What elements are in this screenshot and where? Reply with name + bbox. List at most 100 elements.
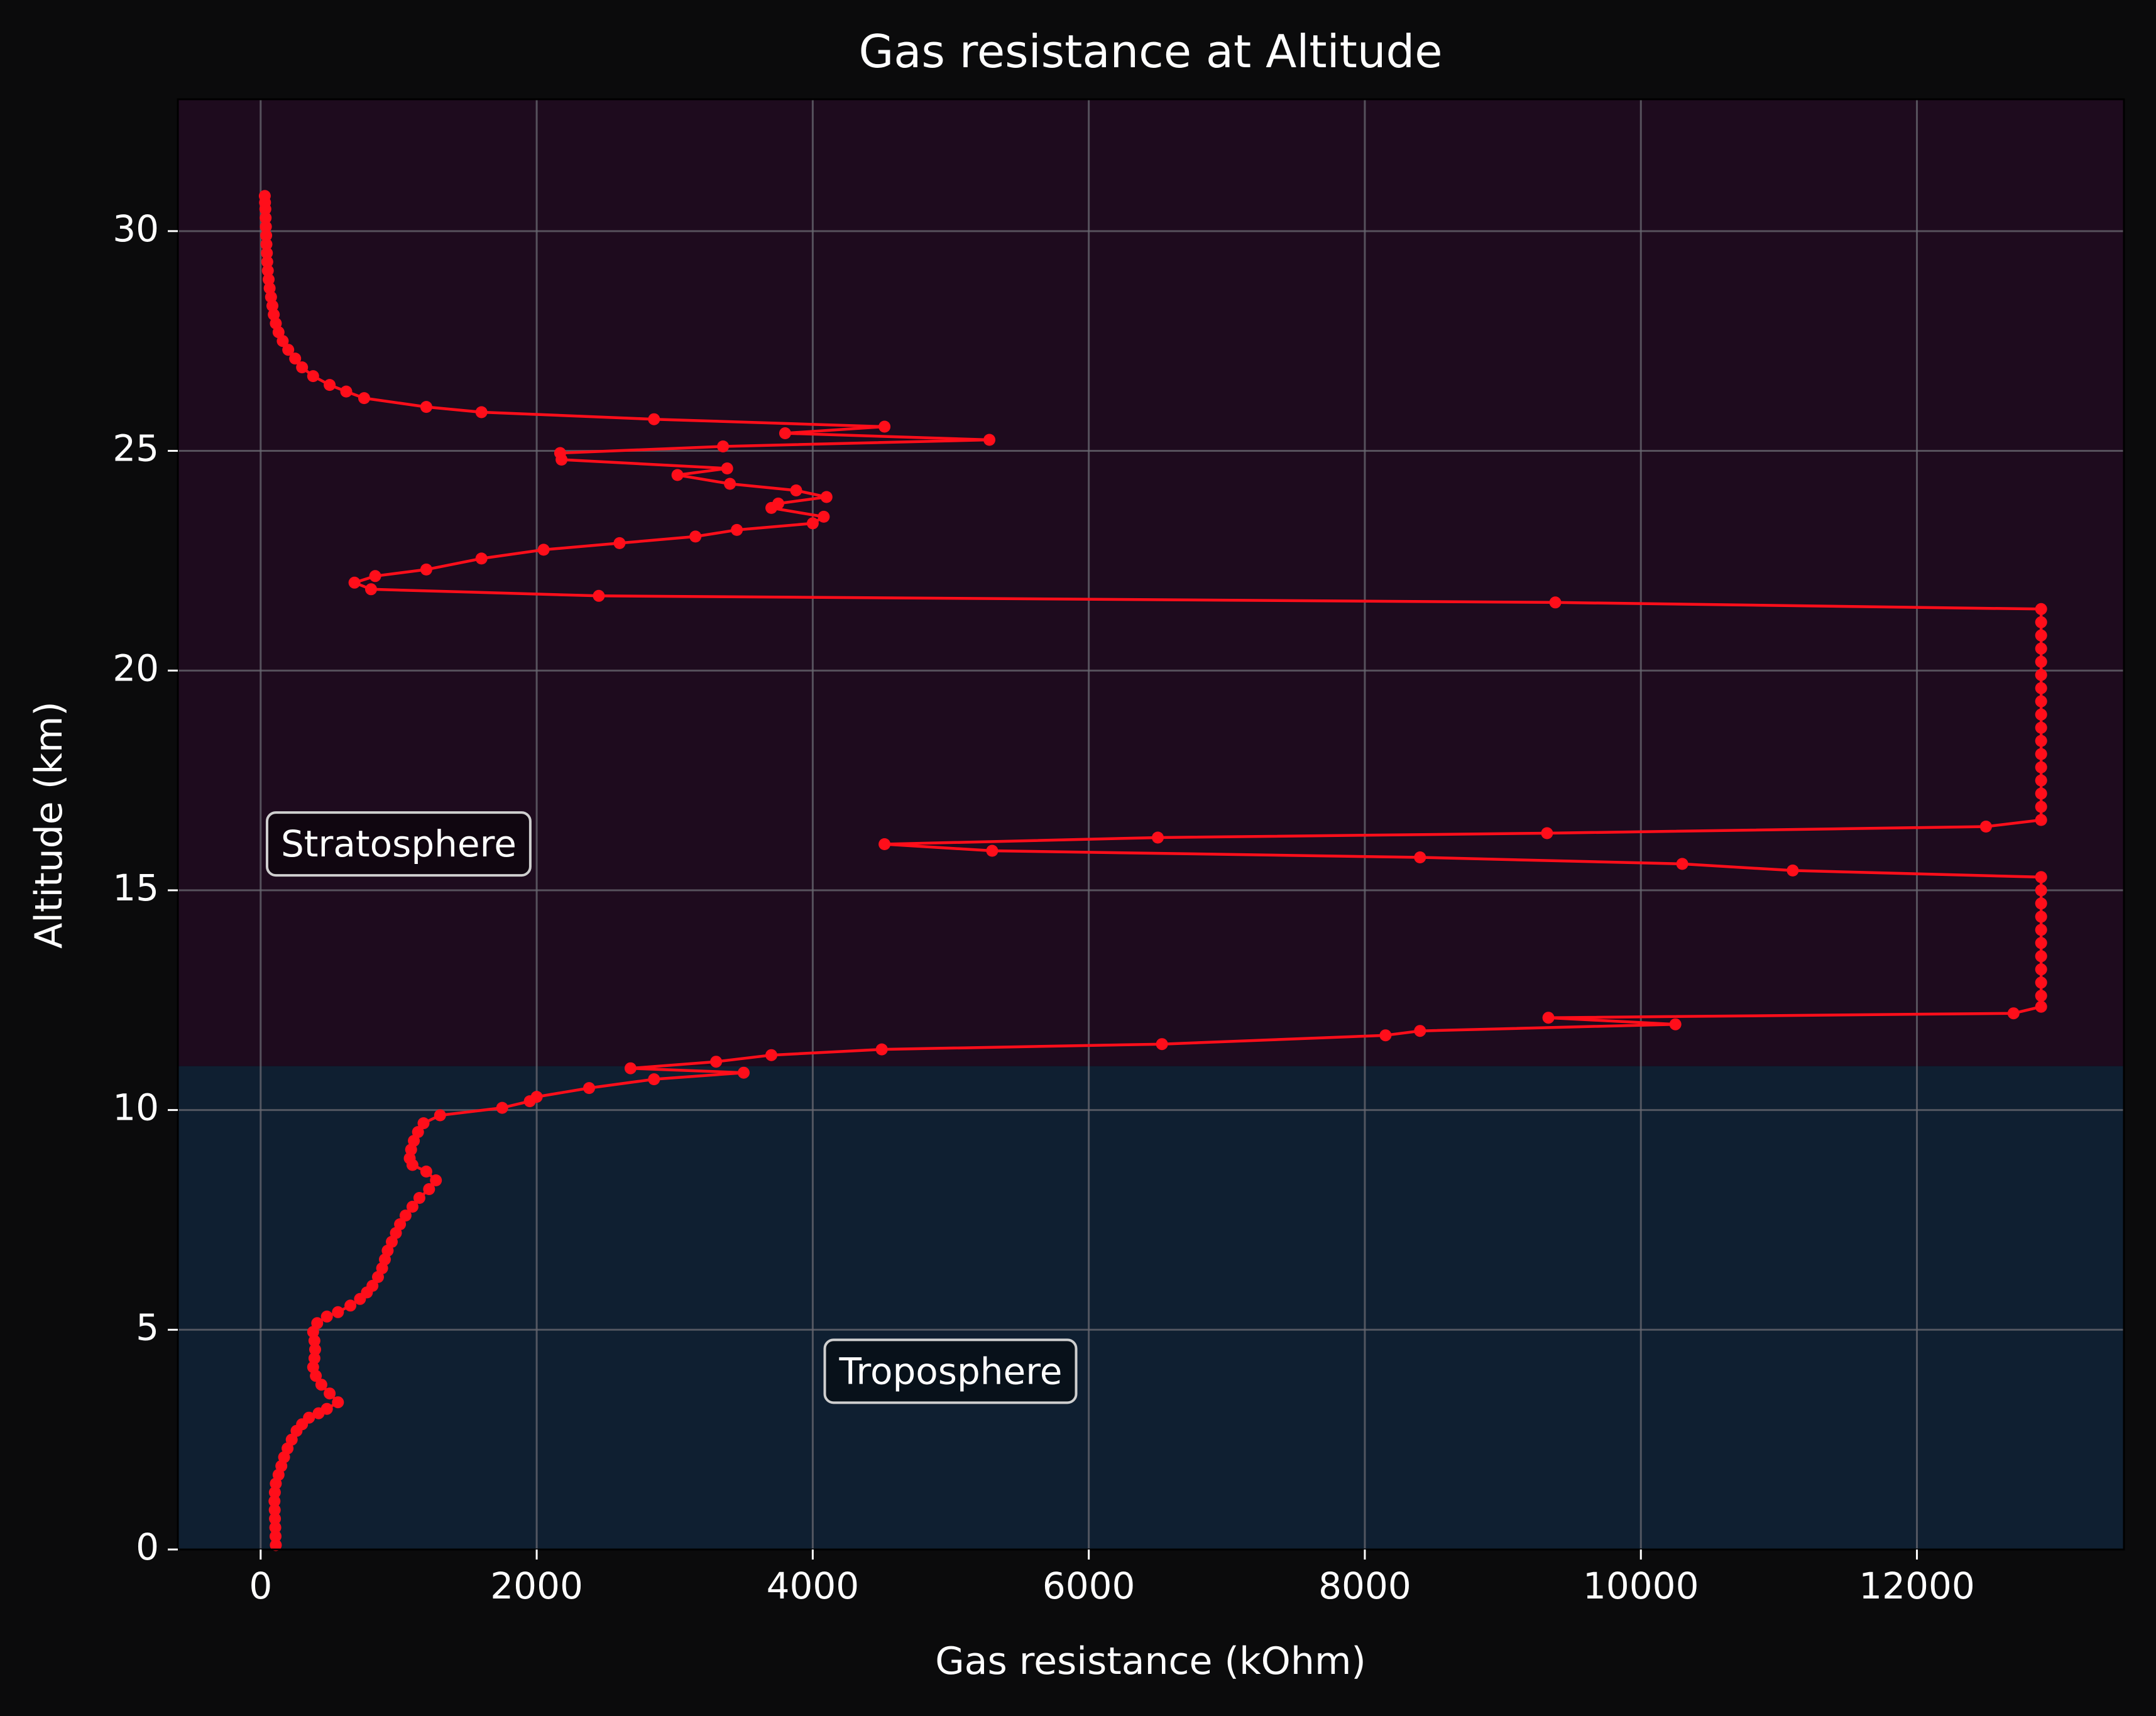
data-point — [2035, 629, 2047, 642]
data-point — [1379, 1029, 1392, 1042]
data-point — [420, 1166, 432, 1178]
data-point — [475, 552, 488, 565]
data-point — [296, 361, 309, 374]
data-point — [593, 589, 605, 602]
data-point — [2035, 937, 2047, 949]
data-point — [806, 517, 819, 530]
data-point — [261, 265, 274, 277]
data-point — [399, 1210, 412, 1221]
data-point — [731, 523, 743, 536]
data-point — [875, 1043, 888, 1056]
data-point — [269, 1512, 282, 1525]
data-point — [818, 510, 830, 523]
x-axis-label: Gas resistance (kOhm) — [935, 1639, 1366, 1683]
data-point — [1414, 851, 1426, 863]
data-point — [309, 1343, 321, 1356]
y-tick-label: 30 — [112, 207, 159, 250]
data-point — [348, 576, 361, 589]
region-label-stratosphere: Stratosphere — [265, 811, 532, 877]
data-point — [2035, 616, 2047, 628]
data-point — [270, 1530, 282, 1543]
data-point — [648, 1073, 660, 1086]
data-point — [324, 1387, 336, 1400]
data-point — [710, 1056, 723, 1068]
data-point — [285, 1433, 298, 1446]
data-point — [417, 1117, 430, 1130]
data-point — [289, 352, 302, 365]
data-point — [332, 1306, 344, 1318]
data-point — [260, 238, 273, 251]
data-point — [2035, 990, 2047, 1002]
data-point — [1979, 821, 1992, 833]
region-label-troposphere: Troposphere — [823, 1338, 1078, 1404]
data-point — [2035, 774, 2047, 787]
y-axis: 0 5 10 15 20 25 30 — [112, 207, 178, 1568]
data-point — [1156, 1038, 1168, 1051]
y-tick-label: 10 — [112, 1086, 159, 1129]
data-point — [269, 1521, 282, 1534]
data-point — [1787, 864, 1799, 877]
data-point — [986, 844, 999, 857]
region-labels: Troposphere Stratosphere — [265, 811, 1078, 1404]
x-tick-label: 0 — [249, 1565, 272, 1607]
data-point — [2035, 884, 2047, 897]
data-point — [2035, 735, 2047, 747]
data-point — [260, 221, 272, 233]
x-tick-label: 8000 — [1318, 1565, 1411, 1607]
data-point — [2035, 963, 2047, 976]
data-point — [344, 1299, 357, 1312]
data-point — [430, 1174, 442, 1186]
data-point — [434, 1109, 446, 1122]
data-point — [320, 1402, 333, 1415]
data-point — [268, 1495, 281, 1507]
data-point — [406, 1201, 419, 1213]
y-tick-label: 0 — [136, 1526, 159, 1568]
data-point — [475, 406, 488, 418]
data-point — [324, 379, 336, 391]
data-point — [261, 247, 273, 260]
data-point — [717, 440, 730, 452]
chart-title: Gas resistance at Altitude — [858, 25, 1442, 78]
data-point — [2035, 642, 2047, 655]
data-point — [365, 583, 377, 596]
y-axis-label: Altitude (km) — [27, 701, 71, 949]
data-point — [1542, 1012, 1555, 1024]
data-point — [2035, 814, 2047, 826]
data-point — [260, 212, 272, 224]
data-point — [530, 1091, 543, 1103]
data-point — [765, 1049, 777, 1061]
data-point — [554, 447, 566, 459]
data-point — [413, 1192, 425, 1204]
data-point — [423, 1183, 435, 1195]
data-point — [270, 1539, 282, 1551]
data-point — [303, 1411, 315, 1424]
data-point — [2035, 801, 2047, 813]
region-label-text: Troposphere — [839, 1350, 1063, 1392]
data-point — [307, 1361, 319, 1374]
x-tick-label: 10000 — [1583, 1565, 1699, 1607]
data-point — [2035, 721, 2047, 734]
data-point — [268, 1504, 281, 1516]
data-point — [2035, 897, 2047, 910]
data-point — [2035, 910, 2047, 923]
data-point — [983, 434, 995, 446]
y-tick-label: 25 — [112, 427, 159, 470]
region-label-box — [823, 1338, 1078, 1404]
data-point — [689, 530, 702, 543]
data-point — [2035, 787, 2047, 800]
data-point — [1676, 858, 1688, 870]
region-label-text: Stratosphere — [281, 822, 517, 865]
data-point — [820, 491, 833, 503]
data-point — [2035, 924, 2047, 936]
region-band-troposphere — [178, 1066, 2124, 1549]
data-point — [332, 1396, 344, 1409]
data-point — [1414, 1025, 1426, 1037]
data-point — [878, 838, 891, 850]
data-point — [583, 1082, 595, 1095]
data-point — [496, 1101, 508, 1114]
plot-frame — [177, 98, 2125, 1551]
data-point — [878, 420, 891, 433]
data-point — [265, 291, 277, 303]
data-point — [1669, 1018, 1682, 1030]
